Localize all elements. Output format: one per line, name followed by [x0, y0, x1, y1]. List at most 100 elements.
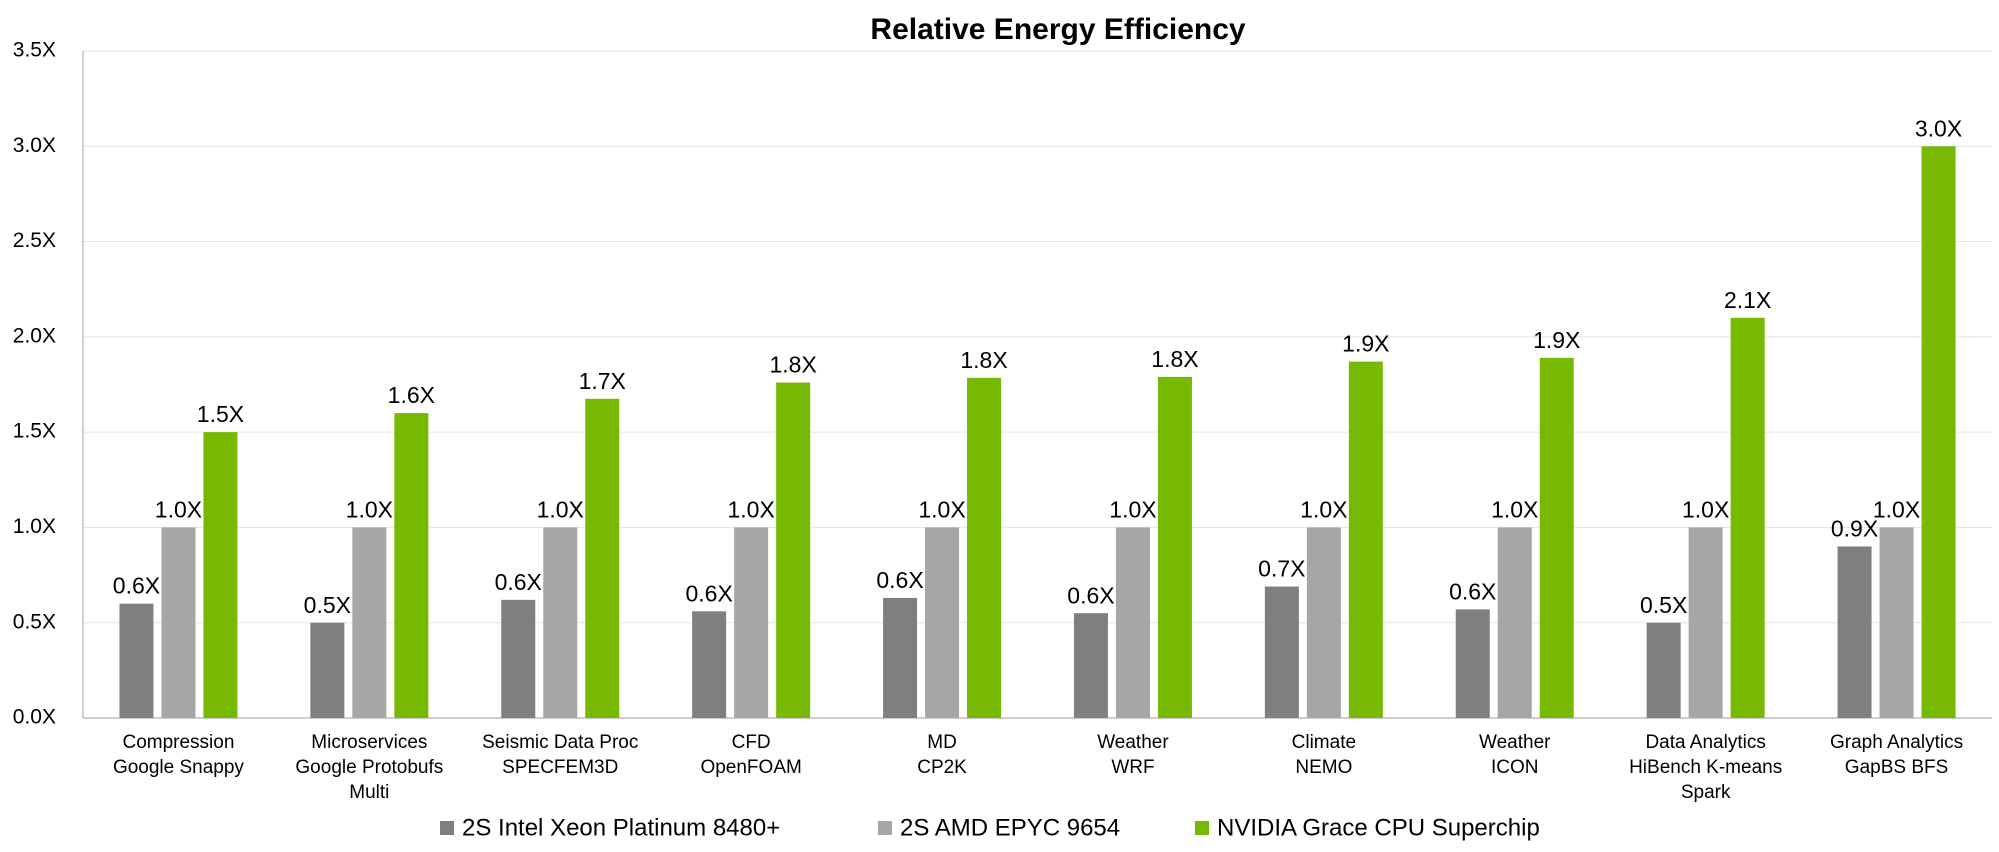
y-tick-label: 3.5X	[13, 39, 56, 62]
x-tick-line: NEMO	[1295, 757, 1352, 778]
bar	[1157, 376, 1192, 718]
value-label: 3.0X	[1915, 115, 1962, 141]
x-tick-line: CFD	[732, 732, 771, 753]
bar	[501, 599, 536, 718]
value-label: 1.6X	[388, 382, 435, 408]
x-tick-line: SPECFEM3D	[502, 757, 618, 778]
legend-label: 2S AMD EPYC 9654	[900, 814, 1120, 841]
value-label: 0.6X	[1449, 578, 1496, 604]
bar	[394, 413, 429, 718]
bar	[1879, 527, 1914, 718]
value-label: 1.8X	[1151, 346, 1198, 372]
value-label: 1.0X	[1682, 497, 1729, 523]
bar	[1455, 609, 1490, 718]
y-tick-label: 1.5X	[13, 420, 56, 443]
bar	[734, 527, 769, 718]
bar	[1306, 527, 1341, 718]
x-tick-line: Climate	[1292, 732, 1356, 753]
bar	[1539, 357, 1574, 718]
y-tick-label: 2.0X	[13, 324, 56, 347]
bar	[967, 377, 1002, 718]
x-tick-line: HiBench K-means	[1629, 757, 1782, 778]
x-tick-line: Spark	[1681, 782, 1731, 803]
value-label: 1.0X	[727, 497, 774, 523]
bar	[1837, 546, 1872, 718]
value-label: 1.0X	[1109, 497, 1156, 523]
x-tick-line: CP2K	[917, 757, 967, 778]
x-tick-label: Data Analytics HiBench K-means Spark	[1629, 732, 1782, 803]
value-label: 1.0X	[155, 497, 202, 523]
x-tick-label: Weather WRF	[1097, 732, 1169, 778]
x-tick-line: Microservices	[311, 732, 427, 753]
x-tick-line: GapBS BFS	[1845, 757, 1949, 778]
bar	[1264, 586, 1299, 718]
x-tick-line: Seismic Data Proc	[482, 732, 638, 753]
x-tick-label: Climate NEMO	[1292, 732, 1356, 778]
value-label: 0.6X	[495, 569, 542, 595]
bar	[1730, 317, 1765, 718]
value-label: 1.0X	[1491, 497, 1538, 523]
value-label: 2.1X	[1724, 287, 1771, 313]
bar	[543, 527, 578, 718]
legend-swatch	[878, 821, 892, 835]
bar	[883, 597, 918, 718]
value-label: 1.0X	[1873, 497, 1920, 523]
y-tick-label: 2.5X	[13, 229, 56, 252]
y-tick-label: 0.0X	[13, 706, 56, 729]
y-tick-label: 3.0X	[13, 134, 56, 157]
x-tick-label: Microservices Google Protobufs Multi	[295, 732, 443, 803]
y-tick-label: 1.0X	[13, 515, 56, 538]
x-tick-line: OpenFOAM	[700, 757, 801, 778]
bar	[119, 603, 154, 718]
x-tick-line: Google Protobufs	[295, 757, 443, 778]
value-label: 1.0X	[537, 497, 584, 523]
bar	[1348, 361, 1383, 718]
x-tick-line: Multi	[349, 782, 389, 803]
x-tick-label: Seismic Data Proc SPECFEM3D	[482, 732, 638, 778]
value-label: 1.5X	[197, 401, 244, 427]
bar	[1688, 527, 1723, 718]
value-label: 0.5X	[304, 592, 351, 618]
legend-label: 2S Intel Xeon Platinum 8480+	[462, 814, 780, 841]
bar	[161, 527, 196, 718]
value-label: 1.9X	[1533, 327, 1580, 353]
x-tick-line: Weather	[1097, 732, 1169, 753]
legend-label: NVIDIA Grace CPU Superchip	[1217, 814, 1540, 841]
x-tick-line: ICON	[1491, 757, 1539, 778]
bar	[1073, 613, 1108, 718]
x-tick-label: Weather ICON	[1479, 732, 1551, 778]
legend-swatch	[440, 821, 454, 835]
bar	[1497, 527, 1532, 718]
bar	[1646, 622, 1681, 718]
y-tick-label: 0.5X	[13, 610, 56, 633]
value-label: 1.0X	[346, 497, 393, 523]
value-label: 1.9X	[1342, 331, 1389, 357]
value-label: 1.8X	[769, 352, 816, 378]
x-tick-line: MD	[927, 732, 957, 753]
value-label: 0.6X	[113, 573, 160, 599]
legend-swatch	[1195, 821, 1209, 835]
value-label: 1.0X	[918, 497, 965, 523]
bar	[203, 432, 238, 718]
x-tick-line: Data Analytics	[1645, 732, 1765, 753]
x-tick-line: Compression	[122, 732, 234, 753]
value-label: 0.7X	[1258, 556, 1305, 582]
x-tick-label: MD CP2K	[917, 732, 967, 778]
value-label: 0.6X	[1067, 582, 1114, 608]
value-label: 0.6X	[876, 567, 923, 593]
chart-title: Relative Energy Efficiency	[870, 13, 1245, 46]
value-label: 1.8X	[960, 347, 1007, 373]
value-label: 0.9X	[1831, 516, 1878, 542]
value-label: 1.0X	[1300, 497, 1347, 523]
bar	[692, 611, 727, 718]
x-tick-line: Graph Analytics	[1830, 732, 1963, 753]
bar	[1115, 527, 1150, 718]
x-tick-line: WRF	[1111, 757, 1154, 778]
x-tick-label: Graph Analytics GapBS BFS	[1830, 732, 1963, 778]
x-tick-line: Google Snappy	[113, 757, 244, 778]
bar	[1921, 146, 1956, 719]
x-tick-label: CFD OpenFOAM	[700, 732, 801, 778]
value-label: 0.5X	[1640, 592, 1687, 618]
value-label: 0.6X	[685, 580, 732, 606]
bar	[925, 527, 960, 718]
